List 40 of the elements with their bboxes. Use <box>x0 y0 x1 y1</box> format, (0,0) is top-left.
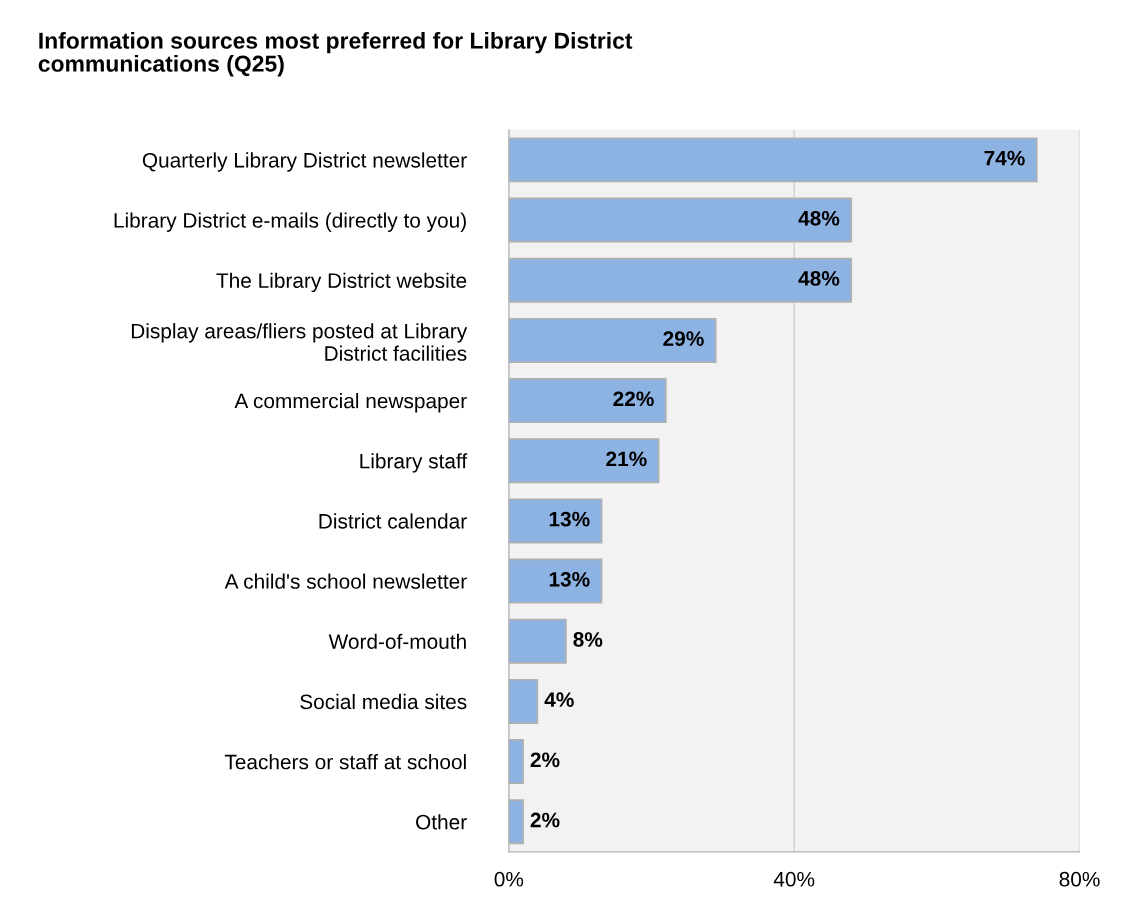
data-label: 48% <box>798 271 840 286</box>
data-label: 13% <box>549 571 590 587</box>
data-label: 21% <box>606 451 647 467</box>
data-label: 13% <box>549 511 590 527</box>
bar <box>508 558 603 604</box>
data-label: 4% <box>544 692 574 707</box>
y-tick-label: Display areas/fliers posted at Library District facilities <box>131 323 468 361</box>
y-tick-label: The Library District website <box>216 272 467 293</box>
data-label: 22% <box>613 391 654 407</box>
data-label: 74% <box>984 150 1025 166</box>
y-tick-label: Other <box>416 814 467 830</box>
bar <box>508 799 524 845</box>
y-tick-label: Library District e-mails (directly to you) <box>114 212 466 232</box>
bar <box>508 618 567 664</box>
y-tick-label: A child's school newsletter <box>224 573 467 589</box>
data-label: 2% <box>530 752 560 768</box>
x-tick-label: 0% <box>494 871 524 887</box>
x-tick-label: 40% <box>773 871 815 887</box>
bar <box>508 257 853 303</box>
bar <box>508 197 853 243</box>
y-tick-label: Social media sites <box>300 693 467 710</box>
bar <box>508 317 717 363</box>
bar <box>508 739 524 785</box>
y-tick-label: District calendar <box>319 513 467 529</box>
x-tick-label: 80% <box>1059 871 1100 887</box>
chart-title: Information sources most preferred for Library District communications (Q25) <box>38 31 633 77</box>
data-label: 48% <box>798 210 840 226</box>
y-tick-label: Library staff <box>360 453 468 473</box>
y-tick-label: Word-of-mouth <box>328 633 466 649</box>
bar <box>508 678 539 724</box>
bar <box>508 498 603 544</box>
y-tick-label: Teachers or staff at school <box>224 754 466 770</box>
data-label: 29% <box>663 331 704 346</box>
y-tick-label: Quarterly Library District newsletter <box>142 152 467 172</box>
data-label: 2% <box>530 812 560 828</box>
y-tick-label: A commercial newspaper <box>234 393 467 413</box>
bar <box>508 378 667 424</box>
bar <box>508 137 1038 183</box>
bar <box>508 438 660 484</box>
data-label: 8% <box>573 632 603 647</box>
